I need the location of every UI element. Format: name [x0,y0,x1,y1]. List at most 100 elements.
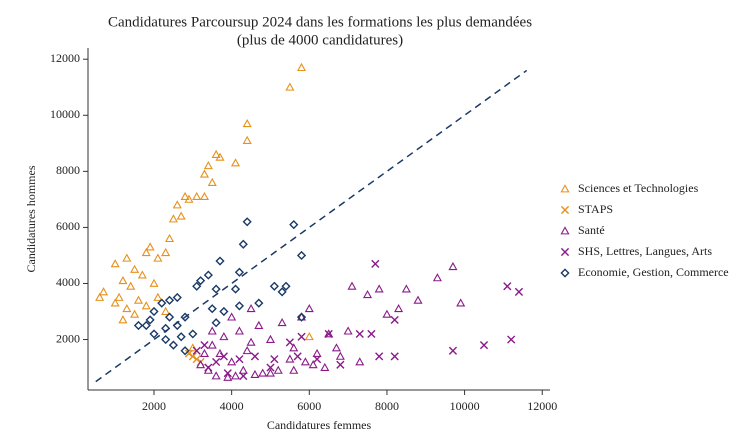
marker-triangle [242,135,252,144]
y-tick-label: 8000 [56,163,80,177]
marker-diamond [188,329,198,339]
marker-triangle [246,337,256,346]
marker-x [375,352,384,361]
marker-diamond [192,281,202,291]
marker-diamond [168,340,179,350]
marker-triangle [355,357,365,366]
legend-item: Sciences et Technologies [560,181,699,195]
chart-subtitle: (plus de 4000 candidatures) [237,32,403,48]
legend-label: Economie, Gestion, Commerce [578,265,729,279]
marker-triangle [199,169,210,178]
marker-diamond [180,346,190,356]
marker-triangle [254,320,264,329]
marker-triangle [432,273,442,282]
marker-triangle [374,284,384,293]
marker-triangle [161,247,171,257]
marker-x [223,369,232,378]
marker-triangle [118,315,128,324]
legend-marker [560,205,570,215]
legend-item: STAPS [560,202,613,216]
marker-triangle [95,292,105,301]
marker-diamond [172,320,182,331]
marker-x [285,338,294,347]
legend-label: SHS, Lettres, Langues, Arts [578,244,712,258]
marker-x [192,346,201,355]
marker-diamond [215,256,225,266]
marker-diamond [164,312,175,322]
legend-marker [560,268,570,278]
marker-triangle [215,348,225,357]
marker-x [266,363,275,372]
marker-x [200,341,209,350]
marker-triangle [456,298,466,307]
marker-diamond [203,270,213,280]
marker-diamond [180,312,190,322]
marker-triangle [394,303,404,313]
marker-diamond [207,304,217,314]
marker-triangle [343,326,353,335]
y-axis-label: Candidatures hommes [24,165,38,272]
marker-diamond [238,239,248,249]
marker-diamond [149,306,159,317]
marker-x [204,363,213,372]
marker-triangle [199,191,210,201]
marker-diamond [230,284,241,294]
marker-triangle [137,270,147,279]
marker-triangle [114,292,124,301]
marker-diamond [234,267,245,277]
marker-x [235,355,244,364]
marker-diamond [211,284,221,294]
x-tick-label: 6000 [297,399,321,413]
marker-triangle [265,334,276,343]
marker-triangle [133,295,144,304]
x-tick-label: 4000 [220,399,244,413]
marker-x [212,357,221,367]
marker-x [250,352,260,361]
marker-x [219,352,228,361]
marker-triangle [153,292,163,301]
marker-triangle [285,82,295,91]
marker-diamond [133,320,144,331]
marker-x [239,371,248,381]
y-tick-label: 12000 [50,51,80,65]
marker-triangle [122,253,132,262]
marker-diamond [145,315,155,325]
marker-triangle [227,312,237,321]
marker-diamond [161,323,171,333]
marker-triangle [289,343,299,352]
x-tick-label: 10000 [450,399,480,413]
marker-triangle [258,368,268,377]
marker-triangle [211,371,221,380]
marker-triangle [172,200,182,209]
marker-diamond [234,301,245,311]
marker-x [390,315,399,325]
marker-triangle [242,346,252,355]
y-tick-label: 2000 [56,331,80,345]
marker-triangle [413,295,423,304]
marker-triangle [161,306,171,315]
marker-triangle [145,242,155,251]
marker-triangle [277,317,287,327]
marker-triangle [141,301,151,310]
marker-diamond [157,298,167,308]
marker-triangle [118,275,128,285]
marker-triangle [184,194,194,203]
marker-triangle [230,158,241,167]
marker-x [371,259,380,268]
marker-triangle [130,309,140,318]
marker-diamond [289,220,299,230]
marker-x [324,329,333,339]
legend-marker [560,184,570,193]
marker-x [336,360,345,369]
marker-diamond [141,320,151,331]
marker-x [390,352,399,361]
marker-triangle [122,303,132,313]
marker-triangle [234,326,244,335]
marker-x [507,335,516,344]
marker-diamond [195,276,206,286]
marker-x [367,329,376,339]
legend-label: STAPS [578,202,613,216]
marker-x [270,355,279,364]
x-tick-label: 12000 [527,399,557,413]
marker-triangle [304,303,314,313]
